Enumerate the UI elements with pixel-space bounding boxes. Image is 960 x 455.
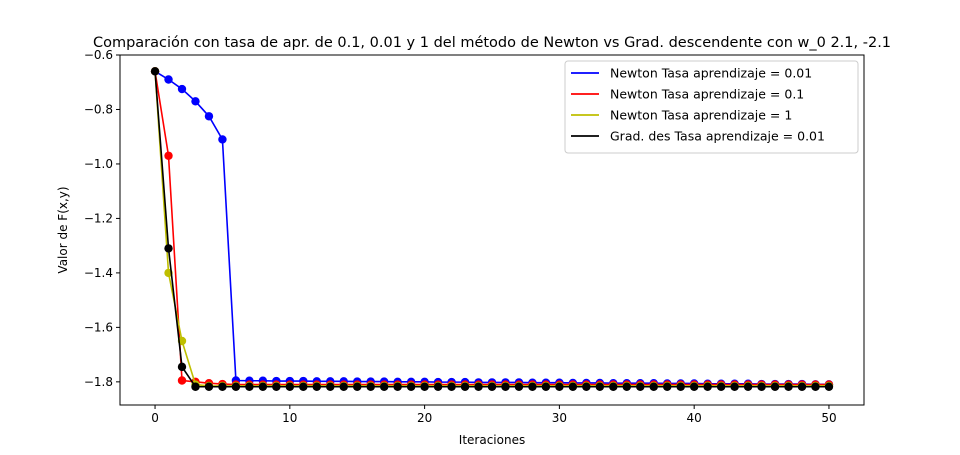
data-point	[177, 362, 187, 372]
series-layer	[150, 67, 834, 391]
x-tick-label: 10	[282, 411, 297, 425]
data-point	[353, 382, 362, 391]
data-point	[204, 112, 214, 121]
data-point	[204, 382, 214, 391]
data-point	[514, 382, 524, 391]
data-point	[379, 382, 389, 391]
data-point	[770, 382, 780, 391]
data-point	[811, 382, 820, 391]
x-tick-label: 50	[821, 411, 836, 425]
x-axis-label: Iteraciones	[459, 433, 525, 447]
data-point	[258, 382, 268, 391]
data-point	[595, 382, 605, 391]
data-point	[797, 382, 807, 391]
data-point	[663, 382, 672, 391]
data-point	[191, 97, 200, 106]
legend-box	[564, 60, 859, 154]
data-point	[245, 382, 254, 391]
data-point	[460, 382, 470, 391]
data-point	[164, 151, 173, 160]
data-point	[299, 382, 308, 391]
data-point	[501, 382, 510, 391]
data-point	[339, 382, 348, 391]
data-point	[541, 382, 551, 391]
legend-entry: Grad. des Tasa aprendizaje = 0.01	[610, 129, 825, 144]
plot-frame	[119, 54, 865, 406]
x-tick-label: 0	[151, 411, 159, 425]
data-point	[164, 244, 173, 253]
data-point	[177, 376, 187, 385]
legend-entry: Newton Tasa aprendizaje = 0.01	[610, 66, 812, 81]
data-point	[689, 382, 699, 391]
data-point	[218, 382, 227, 391]
y-axis: −0.6 −0.8 −1.0 −1.2 −1.4 −1.6 −1.8	[84, 48, 120, 389]
y-tick-label: −0.6	[84, 48, 113, 62]
data-point	[164, 75, 173, 84]
data-point	[703, 382, 712, 391]
data-point	[150, 67, 160, 76]
data-point	[716, 382, 726, 391]
data-point	[743, 382, 753, 391]
data-point	[609, 382, 618, 391]
data-point	[487, 382, 497, 391]
data-point	[218, 135, 227, 144]
data-point	[474, 382, 483, 391]
data-point	[622, 382, 631, 391]
data-point	[366, 382, 375, 391]
chart-title: Comparación con tasa de apr. de 0.1, 0.0…	[93, 35, 891, 51]
data-point	[757, 382, 766, 391]
y-axis-label: Valor de F(x,y)	[56, 186, 70, 273]
x-tick-label: 20	[417, 411, 432, 425]
data-point	[177, 84, 187, 94]
legend-entry: Newton Tasa aprendizaje = 1	[610, 108, 792, 123]
data-point	[420, 382, 429, 391]
data-point	[784, 382, 793, 391]
data-point	[568, 382, 578, 391]
x-tick-label: 40	[687, 411, 702, 425]
data-point	[555, 382, 564, 391]
data-point	[528, 382, 537, 391]
legend: Newton Tasa aprendizaje = 0.01 Newton Tas…	[564, 60, 859, 154]
data-point	[433, 382, 443, 391]
data-point	[393, 382, 402, 391]
y-tick-label: −1.6	[84, 320, 113, 334]
x-axis: 0 10 20 30 40 50	[151, 405, 837, 425]
data-point	[272, 382, 281, 391]
data-point	[447, 382, 456, 391]
data-point	[191, 382, 200, 391]
y-tick-label: −1.4	[84, 266, 113, 280]
data-point	[824, 382, 834, 391]
y-tick-label: −1.0	[84, 157, 113, 171]
data-point	[231, 382, 241, 391]
y-tick-label: −1.8	[84, 375, 113, 389]
y-tick-label: −1.2	[84, 211, 113, 225]
y-tick-label: −0.8	[84, 102, 113, 116]
data-point	[285, 382, 295, 391]
data-point	[406, 382, 416, 391]
data-point	[582, 382, 591, 391]
x-tick-label: 30	[552, 411, 567, 425]
legend-entry: Newton Tasa aprendizaje = 0.1	[610, 87, 804, 102]
data-point	[312, 382, 321, 391]
data-point	[649, 382, 658, 391]
data-point	[636, 382, 645, 391]
data-point	[326, 382, 335, 391]
data-point	[676, 382, 685, 391]
data-point	[730, 382, 739, 391]
